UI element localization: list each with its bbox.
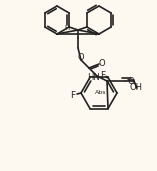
Text: F: F (100, 71, 106, 80)
Text: HN: HN (88, 73, 100, 82)
Text: H: H (65, 25, 70, 31)
Text: O: O (128, 76, 134, 86)
Text: O: O (78, 54, 84, 62)
Text: O: O (99, 58, 105, 68)
Text: Abs: Abs (95, 90, 107, 95)
Text: F: F (70, 90, 76, 100)
Text: OH: OH (130, 83, 143, 93)
Text: *: * (106, 76, 110, 82)
